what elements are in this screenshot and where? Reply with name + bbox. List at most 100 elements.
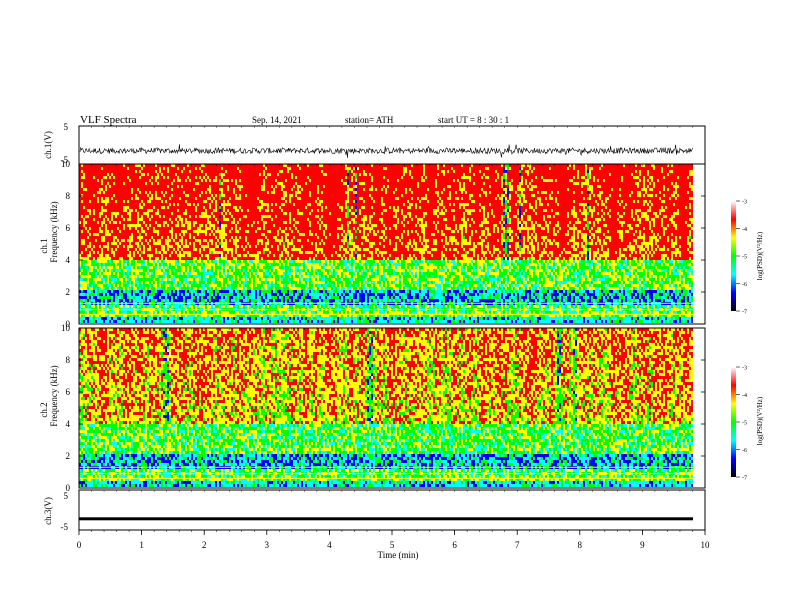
spectrogram-cell: [263, 242, 265, 245]
spectrogram-cell: [97, 296, 99, 299]
spectrogram-cell: [185, 173, 187, 176]
spectrogram-cell: [233, 287, 235, 290]
spectrogram-cell: [165, 185, 167, 188]
spectrogram-cell: [89, 215, 91, 218]
spectrogram-cell: [207, 215, 209, 218]
spectrogram-cell: [163, 263, 165, 266]
spectrogram-cell: [231, 230, 233, 233]
spectrogram-cell: [223, 182, 225, 185]
spectrogram-cell: [117, 206, 119, 209]
spectrogram-cell: [249, 251, 251, 254]
spectrogram-cell: [245, 239, 247, 242]
spectrogram-cell: [109, 230, 111, 233]
spectrogram-cell: [177, 197, 179, 200]
spectrogram-cell: [233, 266, 235, 269]
spectrogram-cell: [175, 281, 177, 284]
spectrogram-cell: [241, 185, 243, 188]
spectrogram-cell: [143, 230, 145, 233]
spectrogram-cell: [161, 206, 163, 209]
spectrogram-cell: [151, 185, 153, 188]
spectrogram-cell: [99, 239, 101, 242]
spectrogram-cell: [193, 224, 195, 227]
spectrogram-cell: [87, 179, 89, 182]
spectrogram-cell: [255, 296, 257, 299]
spectrogram-cell: [133, 239, 135, 242]
spectrogram-cell: [127, 224, 129, 227]
spectrogram-cell: [141, 272, 143, 275]
spectrogram-cell: [93, 167, 95, 170]
spectrogram-cell: [107, 248, 109, 251]
spectrogram-cell: [223, 194, 225, 197]
spectrogram-cell: [205, 200, 207, 203]
spectrogram-cell: [237, 257, 239, 260]
spectrogram-cell: [199, 188, 201, 191]
spectrogram-cell: [159, 257, 161, 260]
spectrogram-cell: [221, 314, 223, 317]
spectrogram-cell: [231, 182, 233, 185]
spectrogram-cell: [139, 191, 141, 194]
spectrogram-cell: [173, 272, 175, 275]
spectrogram-cell: [187, 230, 189, 233]
spectrogram-cell: [251, 290, 253, 293]
spectrogram-cell: [175, 206, 177, 209]
spectrogram-cell: [137, 203, 139, 206]
spectrogram-cell: [227, 206, 229, 209]
spectrogram-cell: [245, 296, 247, 299]
spectrogram-cell: [249, 242, 251, 245]
spectrogram-cell: [191, 233, 193, 236]
spectrogram-cell: [125, 245, 127, 248]
spectrogram-cell: [189, 227, 191, 230]
spectrogram-cell: [139, 203, 141, 206]
spectrogram-cell: [175, 176, 177, 179]
spectrogram-cell: [129, 206, 131, 209]
spectrogram-cell: [197, 215, 199, 218]
spectrogram-cell: [185, 230, 187, 233]
spectrogram-cell: [177, 233, 179, 236]
spectrogram-cell: [135, 188, 137, 191]
spectrogram-cell: [153, 227, 155, 230]
spectrogram-cell: [113, 218, 115, 221]
spectrogram-cell: [123, 293, 125, 296]
spectrogram-cell: [143, 242, 145, 245]
spectrogram-cell: [131, 182, 133, 185]
spectrogram-cell: [145, 299, 147, 302]
spectrogram-cell: [175, 170, 177, 173]
spectrogram-cell: [225, 227, 227, 230]
spectrogram-cell: [93, 284, 95, 287]
spectrogram-cell: [179, 191, 181, 194]
spectrogram-cell: [205, 185, 207, 188]
spectrogram-cell: [151, 206, 153, 209]
spectrogram-cell: [173, 257, 175, 260]
spectrogram-cell: [117, 191, 119, 194]
spectrogram-cell: [223, 299, 225, 302]
spectrogram-cell: [261, 320, 263, 323]
spectrogram-cell: [99, 188, 101, 191]
spectrogram-cell: [189, 251, 191, 254]
spectrogram-cell: [107, 179, 109, 182]
spectrogram-cell: [161, 176, 163, 179]
spectrogram-cell: [243, 284, 245, 287]
spectrogram-cell: [169, 233, 171, 236]
spectrogram-cell: [125, 227, 127, 230]
spectrogram-cell: [209, 257, 211, 260]
spectrogram-cell: [185, 167, 187, 170]
spectrogram-cell: [121, 257, 123, 260]
spectrogram-cell: [129, 185, 131, 188]
spectrogram-cell: [191, 230, 193, 233]
spectrogram-cell: [265, 260, 267, 263]
spectrogram-cell: [97, 218, 99, 221]
spectrogram-cell: [171, 251, 173, 254]
spectrogram-cell: [225, 194, 227, 197]
spectrogram-cell: [101, 197, 103, 200]
spectrogram-cell: [87, 218, 89, 221]
spectrogram-cell: [117, 260, 119, 263]
spectrogram-cell: [127, 320, 129, 323]
spectrogram-cell: [111, 185, 113, 188]
spectrogram-cell: [127, 257, 129, 260]
spectrogram-cell: [235, 290, 237, 293]
spectrogram-cell: [217, 182, 219, 185]
spectrogram-cell: [81, 239, 83, 242]
spectrogram-cell: [131, 266, 133, 269]
spectrogram-cell: [81, 194, 83, 197]
spectrogram-cell: [255, 266, 257, 269]
